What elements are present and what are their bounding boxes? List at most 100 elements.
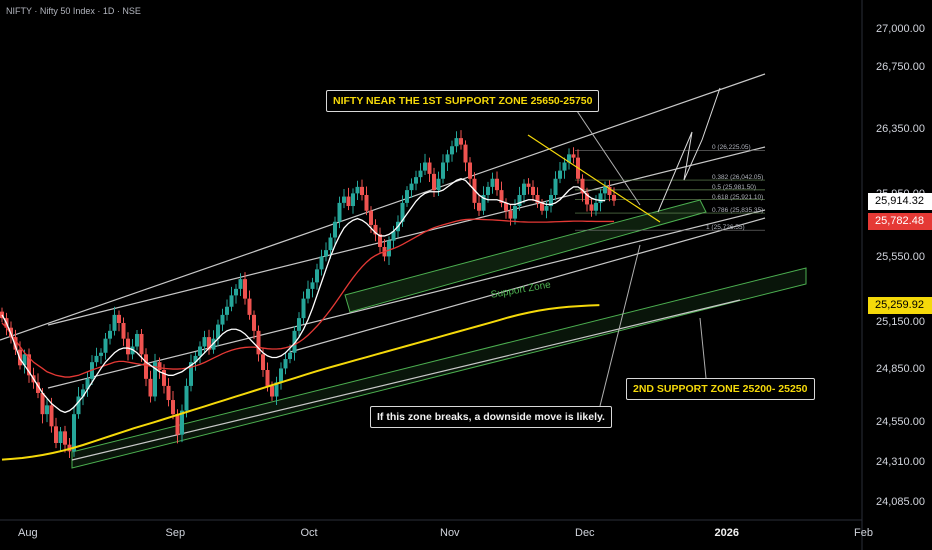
- candle-body: [405, 190, 409, 203]
- candle-body: [598, 193, 603, 203]
- callout-first-support: NIFTY NEAR THE 1ST SUPPORT ZONE 25650-25…: [326, 90, 600, 112]
- fib-label: 0.5 (25,981.50): [712, 183, 757, 191]
- candle-body: [292, 330, 297, 353]
- candle-body: [373, 224, 378, 235]
- candle-body: [288, 352, 292, 360]
- candle-body: [486, 186, 490, 195]
- callout-pointer-3: [699, 317, 707, 379]
- candle-body: [144, 354, 148, 379]
- support-channel-line: [289, 217, 766, 353]
- callout-second-support: 2ND SUPPORT ZONE 25200- 25250: [626, 378, 815, 400]
- mid-channel-line-upper: [47, 146, 766, 326]
- candle-body: [400, 202, 405, 222]
- candle-body: [229, 295, 234, 307]
- callout-pointer-1: [574, 107, 641, 206]
- candle-body: [220, 314, 225, 325]
- candle-body: [175, 414, 180, 435]
- fib-label: 0.618 (25,921.10): [712, 193, 764, 201]
- candle-body: [427, 162, 432, 174]
- candle-body: [324, 250, 328, 257]
- candle-body: [562, 162, 567, 171]
- candle-body: [364, 195, 369, 211]
- candle-body: [49, 405, 54, 427]
- candle-body: [171, 400, 175, 415]
- candle-body: [513, 206, 517, 219]
- candle-body: [481, 195, 486, 211]
- candle-body: [459, 138, 463, 145]
- candle-body: [202, 337, 207, 347]
- candle-body: [414, 177, 418, 184]
- candle-body: [189, 362, 193, 386]
- price-badge: 25,259.92: [868, 297, 932, 315]
- candle-body: [423, 162, 427, 171]
- candle-body: [387, 240, 391, 257]
- candle-body: [216, 324, 220, 339]
- candle-body: [198, 346, 202, 356]
- candle-body: [297, 318, 301, 331]
- candle-body: [391, 231, 396, 241]
- candle-body: [112, 314, 117, 331]
- candle-body: [544, 206, 549, 211]
- candle-body: [94, 355, 99, 363]
- candle-body: [445, 154, 450, 163]
- y-tick-label: 24,310.00: [876, 456, 925, 468]
- candle-body: [153, 362, 157, 397]
- ma-slow-line: [1, 304, 600, 461]
- candle-body: [495, 178, 499, 191]
- candle-body: [603, 186, 607, 194]
- candle-body: [508, 210, 513, 219]
- candle-body: [139, 333, 144, 355]
- candle-body: [256, 330, 261, 355]
- candle-body: [369, 210, 373, 225]
- x-tick-label: 2026: [714, 527, 739, 539]
- candle-body: [193, 355, 198, 363]
- candle-body: [85, 378, 90, 390]
- support-zone-1: [344, 199, 707, 313]
- candle-body: [58, 431, 63, 443]
- y-tick-label: 24,850.00: [876, 363, 925, 375]
- candle-body: [360, 186, 364, 195]
- candle-body: [441, 162, 445, 179]
- candle-body: [76, 396, 81, 415]
- candle-body: [270, 385, 274, 397]
- candle-body: [0, 311, 4, 319]
- candle-body: [549, 195, 553, 207]
- y-tick-label: 25,150.00: [876, 316, 925, 328]
- candle-body: [301, 298, 306, 319]
- candle-body: [27, 354, 31, 376]
- candle-body: [108, 330, 112, 339]
- callout-breakdown-note: If this zone breaks, a downside move is …: [370, 406, 612, 428]
- candle-body: [99, 352, 103, 356]
- candle-body: [157, 362, 162, 370]
- candle-body: [180, 410, 184, 435]
- x-tick-label: Feb: [854, 527, 873, 539]
- price-badge: 25,914.32: [868, 192, 932, 210]
- candle-body: [63, 431, 67, 445]
- candle-body: [162, 370, 166, 386]
- symbol-header: NIFTY · Nifty 50 Index · 1D · NSE: [6, 6, 141, 16]
- price-badge: 25,782.48: [868, 213, 932, 231]
- candle-body: [535, 195, 540, 203]
- candle-body: [558, 170, 562, 179]
- candle-body: [522, 183, 526, 195]
- candle-body: [436, 178, 441, 191]
- candle-body: [166, 385, 171, 401]
- candle-body: [540, 202, 544, 211]
- projected-path: [657, 87, 721, 213]
- x-tick-label: Oct: [300, 527, 318, 539]
- candle-body: [477, 202, 481, 211]
- candle-body: [13, 337, 18, 350]
- candle-body: [468, 162, 472, 179]
- candle-body: [22, 354, 27, 366]
- y-tick-label: 27,000.00: [876, 23, 925, 35]
- candle-body: [612, 195, 616, 201]
- candle-body: [418, 170, 423, 178]
- candle-body: [121, 323, 126, 339]
- upper-channel-line: [0, 73, 766, 341]
- candle-body: [247, 298, 252, 315]
- candle-body: [265, 370, 270, 386]
- candle-body: [135, 333, 139, 347]
- candle-body: [234, 288, 238, 296]
- candle-body: [409, 183, 414, 191]
